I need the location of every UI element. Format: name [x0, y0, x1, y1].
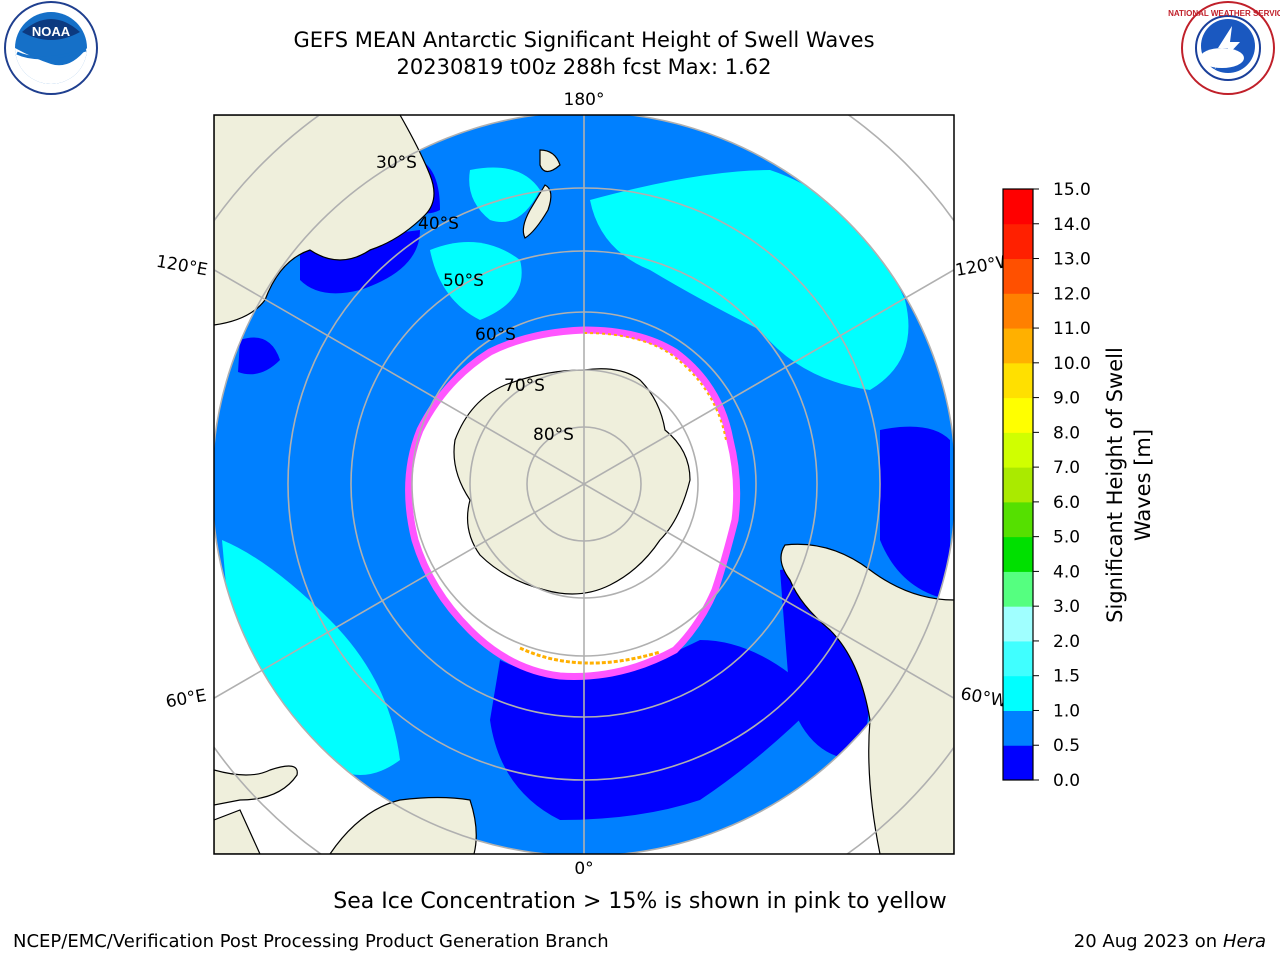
colorbar-tick-label: 8.0: [1053, 423, 1080, 443]
colorbar-tick-label: 4.0: [1053, 562, 1080, 582]
africa-land: [329, 796, 477, 854]
calm-patch-south: [490, 640, 820, 820]
producer-credit: NCEP/EMC/Verification Post Processing Pr…: [13, 931, 609, 952]
colorbar-tick-label: 3.0: [1053, 597, 1080, 617]
colorbar-segment: [1003, 293, 1033, 329]
swell-patch-north: [430, 242, 522, 320]
colorbar-segment: [1003, 501, 1033, 538]
lat-label-80s: 80°S: [533, 425, 574, 445]
lon-label-120e: 120°E: [155, 252, 209, 281]
lat-label-30s: 30°S: [376, 153, 417, 173]
colorbar-tick-label: 11.0: [1053, 319, 1091, 339]
colorbar-segment: [1003, 397, 1033, 433]
lat-label-70s: 70°S: [504, 376, 545, 396]
colorbar-tick-label: 5.0: [1053, 528, 1080, 548]
colorbar-tick-label: 1.0: [1053, 701, 1080, 721]
colorbar-title-line2: Waves [m]: [1131, 429, 1155, 541]
chart-title: GEFS MEAN Antarctic Significant Height o…: [293, 28, 875, 52]
noaa-logo: NOAA: [4, 1, 98, 95]
sea-ice-footnote: Sea Ice Concentration > 15% is shown in …: [333, 889, 947, 914]
colorbar-tick-label: 7.0: [1053, 458, 1080, 478]
colorbar-tick-label: 10.0: [1053, 354, 1091, 374]
colorbar-tick-label: 12.0: [1053, 284, 1091, 304]
swell-patch-southwest: [222, 540, 400, 775]
antarctica-land: [453, 368, 691, 595]
nws-logo: NATIONAL WEATHER SERVICE: [1168, 1, 1280, 95]
swell-patch-nz: [469, 167, 540, 222]
colorbar-segment: [1003, 640, 1033, 677]
colorbar-tick-label: 15.0: [1053, 180, 1091, 200]
colorbar-tick-label: 6.0: [1053, 493, 1080, 513]
colorbar-segment: [1003, 536, 1033, 572]
map-panel: [213, 114, 955, 855]
madagascar-land: [214, 765, 298, 806]
colorbar-tick-label: 0.0: [1053, 771, 1080, 791]
colorbar-tick-label: 9.0: [1053, 389, 1080, 409]
colorbar-segment: [1003, 710, 1033, 746]
lat-label-60s: 60°S: [475, 325, 516, 345]
lon-label-60w: 60°W: [959, 684, 1009, 712]
host-name: Hera: [1222, 931, 1266, 952]
calm-patch-west: [238, 337, 280, 375]
colorbar: 0.0 0.5 1.0 1.5 2.0 3.0 4.0 5.0 6.0 7.0 8.0 9.0 10.0…: [1002, 180, 1155, 791]
nws-logo-text: NATIONAL WEATHER SERVICE: [1168, 9, 1280, 18]
lon-label-0: 0°: [574, 859, 593, 879]
swell-patch-northeast: [590, 170, 909, 390]
colorbar-segment: [1003, 467, 1033, 503]
colorbar-segment: [1003, 189, 1033, 225]
graticule: [214, 115, 954, 854]
noaa-logo-text: NOAA: [32, 24, 71, 39]
calm-patch-east: [880, 426, 950, 600]
lon-label-60e: 60°E: [164, 686, 208, 713]
colorbar-tick-label: 1.5: [1053, 667, 1080, 687]
colorbar-segment: [1003, 571, 1033, 607]
colorbar-title-line1: Significant Height of Swell: [1103, 347, 1127, 623]
land-masses: [214, 115, 954, 854]
colorbar-segment: [1003, 432, 1033, 468]
colorbar-segment: [1003, 223, 1033, 260]
lat-label-50s: 50°S: [443, 271, 484, 291]
lon-label-180: 180°: [564, 90, 605, 110]
colorbar-segment: [1003, 606, 1033, 642]
new-zealand-south-island: [522, 184, 552, 239]
colorbar-segment: [1003, 675, 1033, 711]
lat-label-40s: 40°S: [418, 214, 459, 234]
run-date: 20 Aug 2023 on: [1073, 931, 1218, 952]
colorbar-segment: [1003, 328, 1033, 364]
colorbar-tick-label: 2.0: [1053, 632, 1080, 652]
new-zealand-north-island: [539, 149, 561, 173]
africa-west-land: [214, 809, 261, 854]
colorbar-segment: [1003, 362, 1033, 399]
colorbar-segment: [1003, 745, 1033, 781]
colorbar-segment: [1003, 258, 1033, 294]
colorbar-tick-label: 0.5: [1053, 736, 1080, 756]
colorbar-tick-label: 14.0: [1053, 215, 1091, 235]
colorbar-tick-label: 13.0: [1053, 250, 1091, 270]
run-date-credit: 20 Aug 2023 on Hera: [1074, 931, 1266, 952]
chart-subtitle: 20230819 t00z 288h fcst Max: 1.62: [396, 55, 772, 79]
